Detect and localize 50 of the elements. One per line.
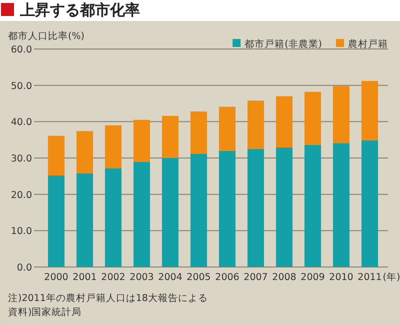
bar: [76, 173, 94, 267]
y-tick-label: 60.0: [10, 44, 32, 56]
bar: [162, 116, 179, 158]
y-axis-title: 都市人口比率(%): [8, 30, 84, 42]
bar: [247, 100, 264, 149]
legend-label: 農村戸籍: [348, 38, 388, 50]
bar: [133, 162, 150, 267]
x-axis-title: (年): [382, 271, 400, 283]
bar: [332, 143, 350, 267]
y-tick-label: 30.0: [10, 154, 32, 164]
bar: [48, 136, 65, 176]
bar: [276, 96, 293, 148]
x-tick-label: 2008: [272, 272, 296, 283]
y-tick-label: 20.0: [10, 190, 32, 201]
bar: [218, 150, 236, 267]
bar: [76, 131, 94, 174]
y-tick-label: 0.0: [16, 262, 32, 274]
bar: [104, 125, 122, 168]
x-tick-label: 2005: [186, 272, 211, 283]
x-tick-label: 2010: [329, 272, 354, 283]
bar: [218, 106, 236, 151]
bar: [190, 154, 208, 267]
y-tick-label: 10.0: [10, 226, 32, 238]
bar: [162, 158, 179, 267]
y-tick-label: 40.0: [10, 117, 32, 128]
x-tick-label: 2004: [158, 272, 182, 283]
x-tick-label: 2001: [72, 272, 97, 283]
bar: [332, 86, 350, 144]
bar: [133, 120, 150, 162]
x-tick-label: 2000: [44, 272, 68, 283]
bar: [48, 175, 65, 267]
bar: [104, 168, 122, 267]
bar: [361, 80, 378, 140]
chart-title: 上昇する都市化率: [19, 1, 140, 19]
text: 資料)国家統計局: [8, 306, 82, 318]
bar: [190, 111, 208, 154]
text: 注)2011年の農村戸籍人口は18大報告による: [8, 292, 208, 304]
x-tick-label: 2002: [101, 272, 126, 283]
y-tick-label: 50.0: [10, 80, 32, 92]
bar: [304, 92, 322, 145]
x-tick-label: 2011: [358, 272, 382, 283]
bar: [361, 140, 378, 267]
x-tick-label: 2003: [130, 272, 154, 283]
x-tick-label: 2007: [244, 272, 268, 283]
x-tick-label: 2006: [215, 272, 240, 283]
bar: [247, 148, 264, 267]
bar: [304, 144, 322, 267]
bar: [276, 147, 293, 267]
legend-label: 都市戸籍(非農業): [244, 38, 322, 50]
x-tick-label: 2009: [300, 272, 325, 283]
